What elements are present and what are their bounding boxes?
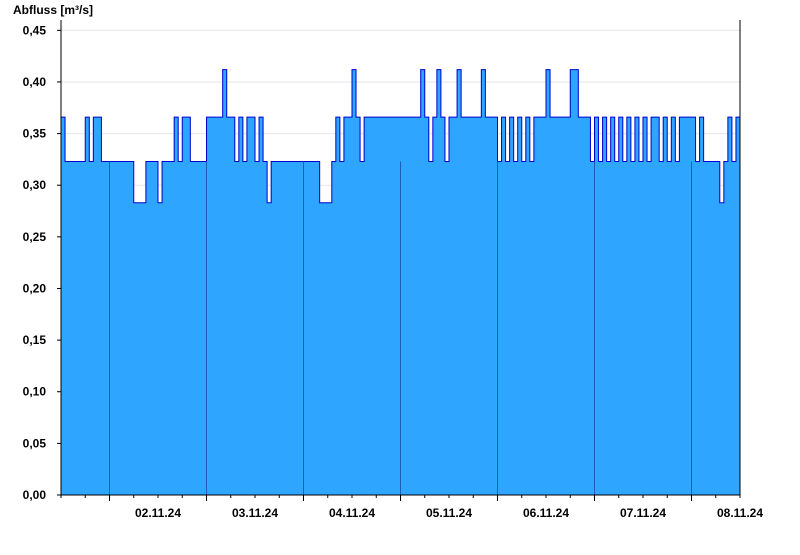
- x-tick-label: 08.11.24: [717, 506, 763, 520]
- y-tick-label: 0,30: [23, 178, 47, 192]
- y-tick-label: 0,10: [23, 385, 47, 399]
- x-tick-label: 04.11.24: [329, 506, 375, 520]
- y-tick-label: 0,35: [23, 127, 47, 141]
- y-tick-label: 0,20: [23, 281, 47, 295]
- day-divider-layer: [109, 161, 692, 495]
- x-tick-label: 07.11.24: [620, 506, 666, 520]
- x-tick-label: 06.11.24: [523, 506, 569, 520]
- x-tick-label: 05.11.24: [426, 506, 472, 520]
- x-tick-label: 02.11.24: [135, 506, 181, 520]
- discharge-line: [61, 69, 740, 204]
- y-tick-label: 0,15: [23, 333, 47, 347]
- axis-layer: 0,00 0,05 0,10 0,15 0,20 0,25 0,30 0,35 0,40 0,45…: [23, 20, 763, 520]
- y-axis-label: Abfluss [m³/s]: [13, 3, 93, 17]
- y-tick-label: 0,25: [23, 230, 47, 244]
- y-tick-label: 0,00: [23, 488, 47, 502]
- y-tick-label: 0,40: [23, 75, 47, 89]
- y-tick-label: 0,45: [23, 23, 47, 37]
- x-tick-label: 03.11.24: [232, 506, 278, 520]
- y-tick-label: 0,05: [23, 436, 47, 450]
